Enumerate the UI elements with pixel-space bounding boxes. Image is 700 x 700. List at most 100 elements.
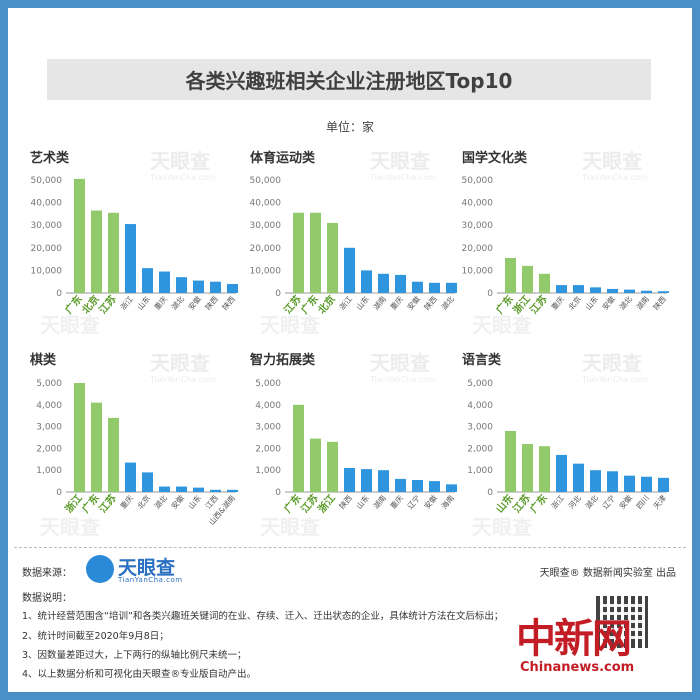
chart-2-ytick: 30,000: [250, 221, 282, 231]
chart-5-bar: [293, 404, 304, 492]
chart-2-ytick: 50,000: [250, 176, 282, 186]
chart-1-category-label: 山东: [135, 293, 153, 311]
chart-1-bar: [227, 283, 238, 293]
chart-1-category-label: 陕西: [203, 293, 221, 311]
credit-text: 天眼查® 数据新闻实验室 出品: [539, 568, 676, 579]
chart-4-bar: [176, 486, 187, 492]
chart-6-bar: [539, 446, 550, 492]
chart-2-bar: [293, 212, 304, 293]
chart-5-category-label: 湖南: [371, 492, 389, 510]
chart-4-category-label: 广东: [79, 492, 102, 516]
chart-5-bar: [310, 438, 321, 492]
chart-6-category-label: 江苏: [510, 492, 533, 516]
chart-2-bar: [446, 282, 457, 293]
chart-3-title: 国学文化类: [462, 150, 528, 166]
chart-5-bar: [395, 478, 406, 492]
chart-4-watermark-url: TianYanCha.com: [149, 375, 216, 384]
chart-1-bar: [142, 268, 153, 293]
chart-3-bar: [624, 289, 635, 293]
chart-5-bar: [361, 469, 372, 492]
chart-4-category-label: 重庆: [118, 492, 136, 510]
chart-3-watermark-2: 天眼查: [472, 313, 532, 337]
chart-2-bar: [310, 212, 321, 293]
chart-5-bar: [344, 468, 355, 492]
chart-6-category-label: 广东: [527, 492, 550, 516]
chart-5-ytick: 4,000: [255, 401, 281, 411]
chart-4-category-label: 安徽: [169, 492, 187, 510]
note-3: 3、因数量差距过大，上下两行的纵轴比例尺未统一；: [22, 650, 247, 661]
unit-label: 单位：家: [325, 120, 374, 134]
chart-1-category-label: 重庆: [152, 293, 170, 311]
chart-4-ytick: 4,000: [36, 401, 62, 411]
chart-3-ytick: 50,000: [462, 176, 494, 186]
chart-4-bar: [159, 486, 170, 492]
chart-6-category-label: 辽宁: [600, 493, 617, 511]
chart-2-bar: [395, 274, 406, 293]
chart-1-watermark-url: TianYanCha.com: [149, 173, 216, 182]
chart-3-category-label: 陕西: [651, 293, 669, 311]
note-4: 4、以上数据分析和可视化由天眼查®专业版自动产出。: [22, 669, 257, 680]
chart-3-category-label: 湖南: [634, 293, 652, 311]
chart-2-title: 体育运动类: [250, 150, 316, 166]
chart-6-bar: [522, 444, 533, 492]
chart-1-bar: [74, 178, 85, 293]
chart-2-category-label: 重庆: [388, 293, 406, 311]
chart-4-bar: [142, 472, 153, 492]
chart-5-category-label: 浙江: [315, 492, 338, 516]
chart-3-bar: [641, 290, 652, 293]
chart-4-category-label: 山东: [186, 492, 204, 510]
chart-6-watermark: 天眼查: [582, 351, 642, 375]
chart-5-ytick: 2,000: [255, 444, 281, 454]
chart-5-ytick: 3,000: [255, 423, 281, 433]
chart-1-bar: [108, 212, 119, 293]
chart-2-category-label: 山东: [354, 293, 372, 311]
chart-1-bar: [176, 277, 187, 293]
note-2: 2、统计时间截至2020年9月8日；: [22, 631, 169, 642]
chart-1-ytick: 10,000: [31, 266, 63, 276]
chart-4-bar: [74, 383, 85, 492]
chart-5-bar: [378, 470, 389, 492]
chart-6-bar: [573, 463, 584, 492]
chart-4-bar: [91, 402, 102, 492]
chart-1-category-label: 湖北: [169, 294, 186, 312]
chart-5-bar: [412, 480, 423, 492]
chart-1-bar: [125, 224, 136, 293]
chart-3-bar: [505, 257, 516, 293]
chart-1-ytick: 50,000: [31, 176, 63, 186]
chart-3-bar: [607, 288, 618, 293]
chart-2-bar: [429, 282, 440, 293]
divider: [14, 547, 686, 548]
chart-1-bar: [159, 271, 170, 293]
chart-5-category-label: 广东: [281, 492, 304, 516]
chart-5-category-label: 重庆: [388, 492, 406, 510]
chart-3-bar: [658, 291, 669, 293]
chart-5-bar: [429, 481, 440, 492]
chart-6-ytick: 5,000: [467, 379, 493, 389]
tianyancha-logo-sub: TianYanCha.com: [118, 576, 183, 584]
chart-1-ytick: 20,000: [31, 244, 63, 254]
chinanews-url: Chinanews.com: [520, 660, 635, 675]
chart-3-ytick: 20,000: [462, 244, 494, 254]
chart-6-ytick: 4,000: [467, 401, 493, 411]
chart-2-category-label: 浙江: [337, 293, 355, 311]
chart-2-bar: [361, 270, 372, 293]
chart-5-bar: [446, 484, 457, 492]
chart-1-watermark-2: 天眼查: [40, 313, 100, 337]
chinanews-logo: 中新网: [516, 615, 632, 662]
chart-6-bar: [607, 471, 618, 492]
chart-3-ytick: 10,000: [462, 266, 494, 276]
chart-5-category-label: 辽宁: [405, 493, 422, 511]
chart-5-ytick: 5,000: [255, 379, 281, 389]
chart-5-category-label: 安徽: [422, 492, 440, 510]
chart-1-category-label: 安徽: [186, 293, 204, 311]
qr-code-icon: [596, 596, 648, 648]
chart-4-title: 棋类: [29, 352, 57, 368]
source-label: 数据来源：: [22, 568, 72, 579]
chart-6-category-label: 安徽: [617, 492, 635, 510]
chart-6-category-label: 河北: [566, 493, 583, 511]
chart-5-ytick: 0: [275, 488, 281, 498]
chart-2-category-label: 湖南: [371, 293, 389, 311]
chart-3-category-label: 安徽: [600, 293, 618, 311]
chart-2-watermark-2: 天眼查: [260, 313, 320, 337]
chart-3-bar: [539, 273, 550, 293]
